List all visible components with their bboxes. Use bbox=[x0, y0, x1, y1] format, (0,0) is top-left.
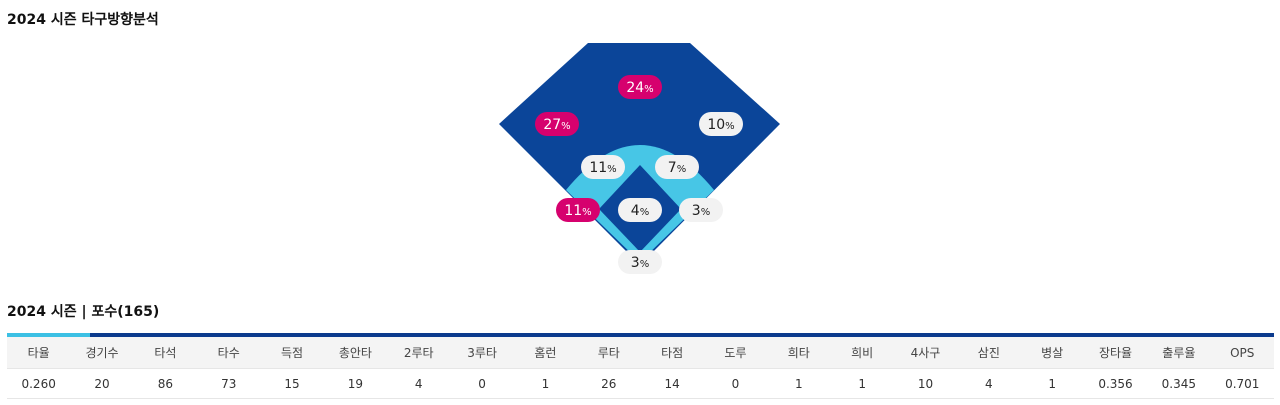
zone-percent: 11% bbox=[589, 160, 616, 176]
column-header: 3루타 bbox=[450, 337, 514, 369]
column-header: 경기수 bbox=[70, 337, 134, 369]
table-cell: 86 bbox=[133, 368, 198, 399]
zone-label-left-field: 27% bbox=[535, 112, 579, 136]
zone-pill bbox=[618, 198, 662, 222]
column-header: 병살 bbox=[1020, 337, 1084, 369]
zone-unit: % bbox=[725, 121, 735, 132]
column-header: 타수 bbox=[197, 337, 261, 369]
column-header: 홈런 bbox=[513, 337, 578, 369]
table-cell: 14 bbox=[640, 368, 704, 399]
zone-label-shortstop: 11% bbox=[581, 155, 625, 179]
table-cell: 73 bbox=[197, 368, 261, 399]
zone-value: 4 bbox=[631, 203, 640, 219]
zone-pill bbox=[556, 198, 600, 222]
zone-unit: % bbox=[677, 164, 687, 175]
zone-value: 11 bbox=[589, 160, 607, 176]
zone-unit: % bbox=[640, 259, 650, 270]
table-cell: 0.345 bbox=[1147, 368, 1211, 399]
active-tab-indicator bbox=[7, 333, 90, 337]
zone-percent: 10% bbox=[707, 117, 734, 133]
table-cell: 0 bbox=[450, 368, 514, 399]
zone-percent: 27% bbox=[543, 117, 570, 133]
table-cell: 0.356 bbox=[1083, 368, 1148, 399]
zone-label-catcher: 3% bbox=[618, 250, 662, 274]
season-stats-table: 타율 경기수 타석 타수 득점 총안타 2루타 3루타 홈런 루타 타점 도루 희타 희비 4사구 삼진 병살 장… bbox=[7, 337, 1274, 399]
zone-label-first-base: 3% bbox=[679, 198, 723, 222]
table-cell: 0.701 bbox=[1210, 368, 1274, 399]
zone-unit: % bbox=[561, 121, 571, 132]
column-header: OPS bbox=[1210, 337, 1274, 369]
zone-value: 11 bbox=[564, 203, 582, 219]
zone-label-third-base: 11% bbox=[556, 198, 600, 222]
table-cell: 0.260 bbox=[7, 368, 71, 399]
table-header-row: 타율 경기수 타석 타수 득점 총안타 2루타 3루타 홈런 루타 타점 도루 희타 희비 4사구 삼진 병살 장… bbox=[7, 337, 1274, 369]
zone-value: 7 bbox=[668, 160, 677, 176]
column-header: 장타율 bbox=[1083, 337, 1148, 369]
table-cell: 20 bbox=[70, 368, 134, 399]
spray-chart-title: 2024 시즌 타구방향분석 bbox=[7, 12, 159, 28]
zone-label-right-field: 10% bbox=[699, 112, 743, 136]
spray-chart: 24%27% 10%11% 7%11% 4% 3%3% bbox=[499, 43, 780, 274]
zone-pill bbox=[679, 198, 723, 222]
column-header: 타점 bbox=[640, 337, 704, 369]
table-cell: 1 bbox=[513, 368, 578, 399]
column-header: 루타 bbox=[577, 337, 641, 369]
zone-pill bbox=[699, 112, 743, 136]
zone-unit: % bbox=[644, 84, 654, 95]
table-cell: 1 bbox=[1020, 368, 1084, 399]
column-header: 총안타 bbox=[323, 337, 388, 369]
zone-unit: % bbox=[701, 207, 711, 218]
zone-percent: 3% bbox=[692, 203, 710, 219]
zone-pill bbox=[618, 75, 662, 99]
zone-label-center-field: 24% bbox=[618, 75, 662, 99]
column-header: 타율 bbox=[7, 337, 71, 369]
column-header: 4사구 bbox=[893, 337, 958, 369]
table-cell: 0 bbox=[703, 368, 768, 399]
table-cell: 1 bbox=[767, 368, 831, 399]
column-header: 출루율 bbox=[1147, 337, 1211, 369]
zone-percent: 11% bbox=[564, 203, 591, 219]
table-row: 0.260 20 86 73 15 19 4 0 1 26 14 0 1 1 10 4 1 0.356 0.345 0… bbox=[7, 368, 1274, 399]
table-cell: 4 bbox=[957, 368, 1021, 399]
column-header: 삼진 bbox=[957, 337, 1021, 369]
season-stats-title: 2024 시즌 | 포수(165) bbox=[7, 304, 160, 320]
zone-percent: 3% bbox=[631, 255, 649, 271]
column-header: 희비 bbox=[830, 337, 894, 369]
table-cell: 26 bbox=[577, 368, 641, 399]
column-header: 타석 bbox=[133, 337, 198, 369]
zone-value: 3 bbox=[692, 203, 701, 219]
table-cell: 10 bbox=[893, 368, 958, 399]
column-header: 2루타 bbox=[387, 337, 451, 369]
zone-unit: % bbox=[640, 207, 650, 218]
column-header: 득점 bbox=[260, 337, 324, 369]
zone-label-second-base: 7% bbox=[655, 155, 699, 179]
table-cell: 15 bbox=[260, 368, 324, 399]
zone-value: 3 bbox=[631, 255, 640, 271]
zone-percent: 7% bbox=[668, 160, 686, 176]
table-cell: 19 bbox=[323, 368, 388, 399]
table-cell: 1 bbox=[830, 368, 894, 399]
zone-percent: 24% bbox=[626, 80, 653, 96]
zone-pill bbox=[581, 155, 625, 179]
zone-unit: % bbox=[582, 207, 592, 218]
zone-value: 10 bbox=[707, 117, 725, 133]
zone-percent: 4% bbox=[631, 203, 649, 219]
zone-value: 24 bbox=[626, 80, 644, 96]
zone-pill bbox=[618, 250, 662, 274]
zone-value: 27 bbox=[543, 117, 561, 133]
zone-pill bbox=[535, 112, 579, 136]
zone-unit: % bbox=[607, 164, 617, 175]
table-cell: 4 bbox=[387, 368, 451, 399]
column-header: 희타 bbox=[767, 337, 831, 369]
column-header: 도루 bbox=[703, 337, 768, 369]
zone-label-pitcher: 4% bbox=[618, 198, 662, 222]
zone-pill bbox=[655, 155, 699, 179]
tab-bar bbox=[7, 333, 1274, 337]
